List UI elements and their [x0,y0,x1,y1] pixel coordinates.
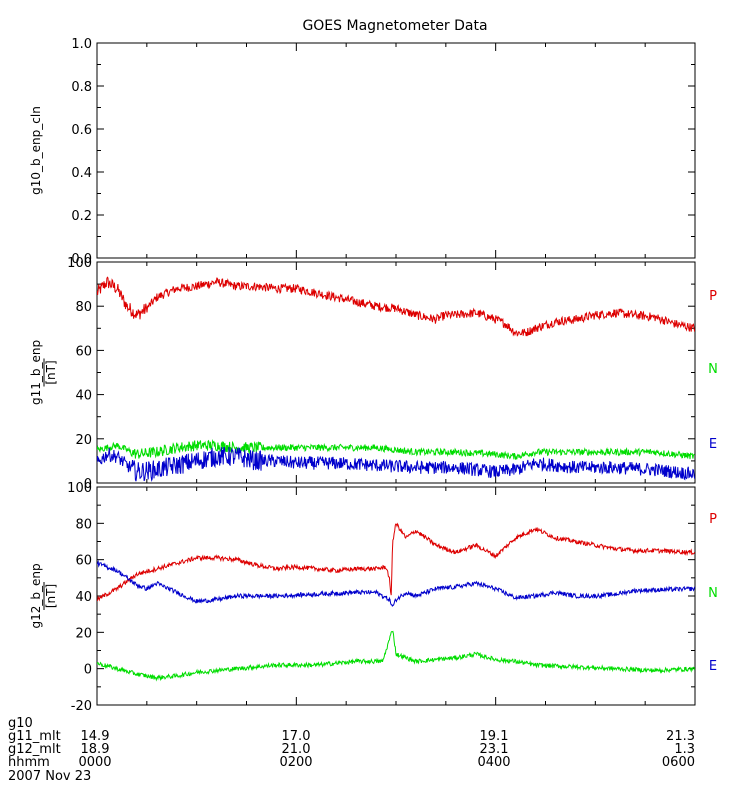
y-tick-label: 20 [75,433,92,448]
legend-N: N [708,586,718,601]
footer-date: 2007 Nov 23 [8,769,91,784]
y-tick-label: 0 [84,477,92,492]
legend-E: E [709,437,717,452]
y-tick-label: 0.4 [71,166,92,181]
y-tick-label: 80 [75,517,92,532]
figure-title: GOES Magnetometer Data [302,18,487,34]
footer-row-label: g11_mlt [8,729,61,744]
y-axis-unit: [nT] [44,584,58,608]
panel-3: -20 0 20 40 60 80 100 g12_b_enp [nT] P N E [29,481,718,714]
legend-N: N [708,362,718,377]
y-tick-label: 40 [75,590,92,605]
footer-value: 23.1 [480,742,509,757]
footer-value: 0000 [78,755,111,770]
y-axis-label: g12_b_enp [29,563,43,628]
y-tick-label: 0.8 [71,80,92,95]
legend-P: P [709,289,717,304]
footer-value: 19.1 [480,729,509,744]
y-tick-label: 100 [67,481,92,496]
footer-value: 14.9 [81,729,110,744]
y-tick-label: 0.2 [71,209,92,224]
series-line-P [97,522,695,602]
y-tick-label: 80 [75,300,92,315]
series-line-E [97,559,695,607]
y-tick-label: 100 [67,256,92,271]
y-tick-label: 1.0 [71,37,92,52]
footer-value: 18.9 [81,742,110,757]
footer-row-label: hhmm [8,755,50,770]
footer-value: 0600 [662,755,695,770]
footer-value: 21.0 [282,742,311,757]
y-tick-label: -20 [71,699,92,714]
legend-E: E [709,659,717,674]
panel-1: 0.0 0.2 0.4 0.6 0.8 1.0 g10_b_enp_cln [29,37,696,267]
footer-value: 1.3 [674,742,695,757]
panel-frame [96,42,696,259]
series-line-P [97,276,695,337]
series-line-N [97,439,695,460]
footer-value: 0200 [279,755,312,770]
y-axis-unit: [nT] [44,360,58,384]
footer-row-label: g12_mlt [8,742,61,757]
footer-row-label: g10 [8,716,33,731]
series-line-E [97,446,695,482]
y-tick-label: 60 [75,554,92,569]
y-tick-label: 0 [84,663,92,678]
panels: 0.0 0.2 0.4 0.6 0.8 1.0 g10_b_enp_cln 0 20 40 60 80… [29,37,718,714]
footer-value: 21.3 [666,729,695,744]
legend-P: P [709,512,717,527]
footer-value: 0400 [477,755,510,770]
y-tick-label: 60 [75,344,92,359]
y-axis-label: g11_b_enp [29,340,43,405]
y-tick-label: 0.6 [71,123,92,138]
series-line-N [97,630,695,682]
y-tick-label: 40 [75,389,92,404]
y-axis-label: g10_b_enp_cln [29,106,43,195]
footer-value: 17.0 [282,729,311,744]
y-tick-label: 20 [75,626,92,641]
panel-2: 0 20 40 60 80 100 g11_b_enp [nT] P N E [29,256,718,492]
y-tick-label: 0.0 [71,252,92,267]
